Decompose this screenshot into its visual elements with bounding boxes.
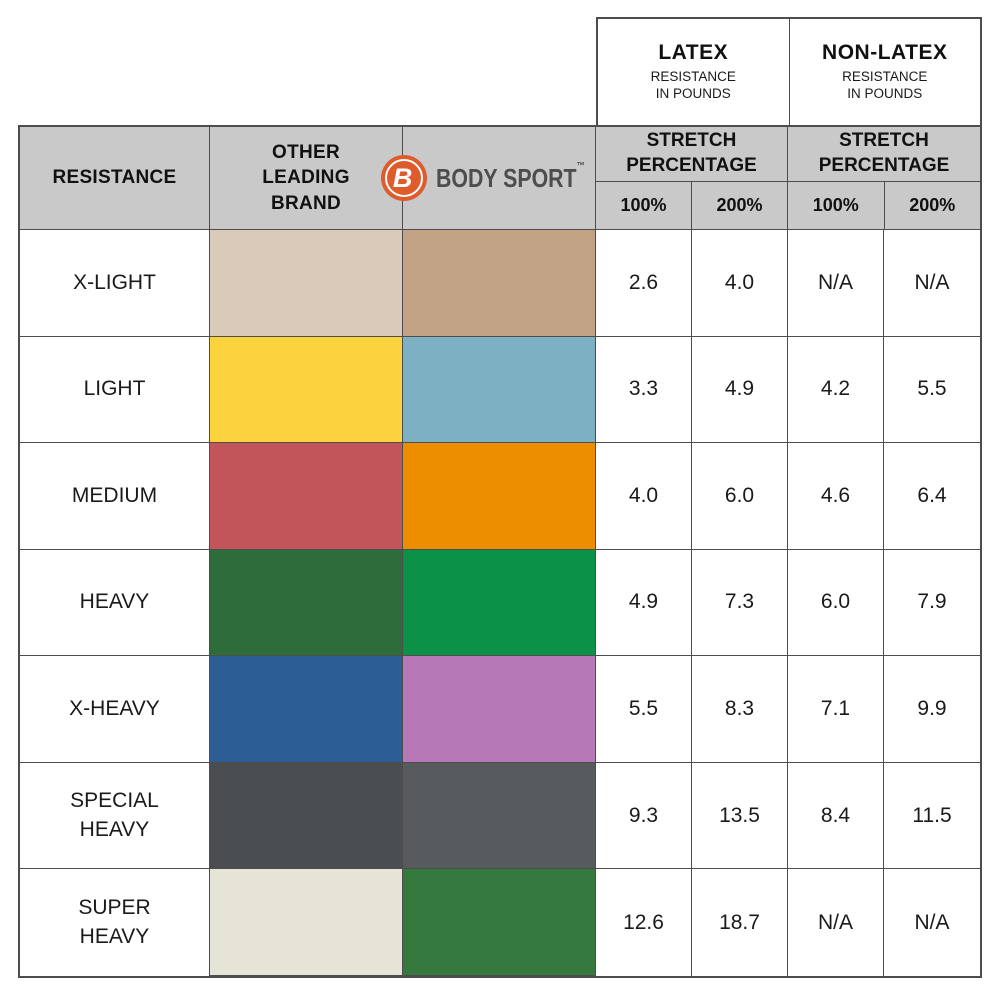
swatch-other-x-light	[210, 230, 403, 337]
swatch-bodysport-medium	[403, 443, 596, 550]
value-special-heavy-nonlatex-100: 8.4	[788, 762, 884, 870]
swatch-bodysport-x-light	[403, 230, 596, 337]
swatch-bodysport-special-heavy	[403, 762, 596, 870]
value-super-heavy-latex-200: 18.7	[692, 869, 788, 976]
value-heavy-nonlatex-200: 7.9	[884, 550, 980, 657]
value-heavy-latex-100: 4.9	[596, 549, 692, 657]
latex-200-header: 200%	[716, 195, 763, 215]
value-light-latex-100: 3.3	[596, 336, 692, 444]
value-special-heavy-latex-200: 13.5	[692, 762, 788, 870]
table-grid: RESISTANCE OTHER LEADING BRAND B BODY SP…	[18, 125, 982, 978]
value-x-heavy-latex-200: 8.3	[692, 656, 788, 763]
swatch-bodysport-light	[403, 336, 596, 444]
comparison-table: LATEX RESISTANCE IN POUNDS NON-LATEX RES…	[18, 17, 982, 978]
bodysport-logo-icon: B	[380, 155, 427, 201]
value-special-heavy-latex-100: 9.3	[596, 762, 692, 870]
value-super-heavy-nonlatex-200: N/A	[914, 910, 950, 934]
nonlatex-stretch-label: STRETCH PERCENTAGE	[788, 127, 980, 182]
value-light-nonlatex-100: 4.2	[788, 336, 884, 444]
nonlatex-stretch-group: STRETCH PERCENTAGE 100% 200%	[788, 127, 980, 230]
row-label-x-heavy: X-HEAVY	[20, 656, 210, 763]
swatch-other-light	[210, 336, 403, 444]
nonlatex-200-header: 200%	[909, 195, 956, 215]
value-heavy-nonlatex-100: 6.0	[788, 549, 884, 657]
logo-ring: B	[384, 159, 423, 197]
swatch-bodysport-x-heavy	[403, 656, 596, 763]
row-label-medium: MEDIUM	[20, 443, 210, 550]
header-other-leading-brand: OTHER LEADING BRAND	[210, 127, 403, 230]
nonlatex-subtitle: RESISTANCE IN POUNDS	[842, 69, 928, 101]
value-heavy-latex-200: 7.3	[692, 549, 788, 657]
value-medium-nonlatex-100: 4.6	[788, 443, 884, 550]
value-x-light-nonlatex-100: N/A	[788, 230, 884, 337]
nonlatex-header: NON-LATEX RESISTANCE IN POUNDS	[788, 19, 981, 125]
swatch-other-x-heavy	[210, 656, 403, 763]
value-x-heavy-nonlatex-200: 9.9	[884, 656, 980, 763]
latex-stretch-label: STRETCH PERCENTAGE	[596, 127, 787, 182]
row-label-light: LIGHT	[20, 336, 210, 444]
swatch-other-medium	[210, 443, 403, 550]
latex-pct-row: 100% 200%	[596, 182, 787, 229]
value-medium-nonlatex-200: 6.4	[884, 443, 980, 550]
value-medium-latex-200: 6.0	[692, 443, 788, 550]
row-label-x-light: X-LIGHT	[20, 230, 210, 337]
value-x-light-latex-200: 4.0	[692, 230, 788, 337]
value-super-heavy-latex-100: 12.6	[596, 869, 692, 976]
latex-title: LATEX	[658, 41, 729, 65]
nonlatex-pct-row: 100% 200%	[788, 182, 980, 229]
value-x-heavy-latex-100: 5.5	[596, 656, 692, 763]
row-label-super-heavy: SUPER HEAVY	[20, 869, 210, 976]
material-header-box: LATEX RESISTANCE IN POUNDS NON-LATEX RES…	[596, 17, 982, 127]
swatch-other-heavy	[210, 549, 403, 657]
header-resistance: RESISTANCE	[20, 127, 210, 230]
value-x-light-latex-100: 2.6	[596, 230, 692, 337]
swatch-bodysport-super-heavy	[403, 869, 596, 976]
value-x-light-nonlatex-200: N/A	[884, 230, 980, 337]
latex-subtitle: RESISTANCE IN POUNDS	[650, 69, 736, 101]
latex-stretch-group: STRETCH PERCENTAGE 100% 200%	[596, 127, 788, 230]
swatch-other-super-heavy	[210, 869, 403, 976]
value-light-latex-200: 4.9	[692, 336, 788, 444]
brand-wordmark: BODY SPORT™	[435, 160, 585, 193]
row-label-heavy: HEAVY	[20, 549, 210, 657]
header-bodysport-brand: B BODY SPORT™	[380, 127, 596, 230]
swatch-bodysport-heavy	[403, 549, 596, 657]
value-super-heavy-nonlatex-100: N/A	[788, 869, 884, 976]
value-light-nonlatex-200: 5.5	[884, 337, 980, 444]
nonlatex-title: NON-LATEX	[822, 41, 948, 65]
latex-header: LATEX RESISTANCE IN POUNDS	[598, 19, 789, 125]
row-label-special-heavy: SPECIAL HEAVY	[20, 762, 210, 870]
value-medium-latex-100: 4.0	[596, 443, 692, 550]
value-x-heavy-nonlatex-100: 7.1	[788, 656, 884, 763]
logo-letter-b: B	[392, 162, 413, 193]
swatch-other-special-heavy	[210, 762, 403, 870]
nonlatex-100-header: 100%	[788, 182, 885, 229]
value-special-heavy-nonlatex-200: 11.5	[884, 763, 980, 870]
trademark-symbol: ™	[576, 160, 585, 172]
latex-100-header: 100%	[596, 182, 692, 229]
